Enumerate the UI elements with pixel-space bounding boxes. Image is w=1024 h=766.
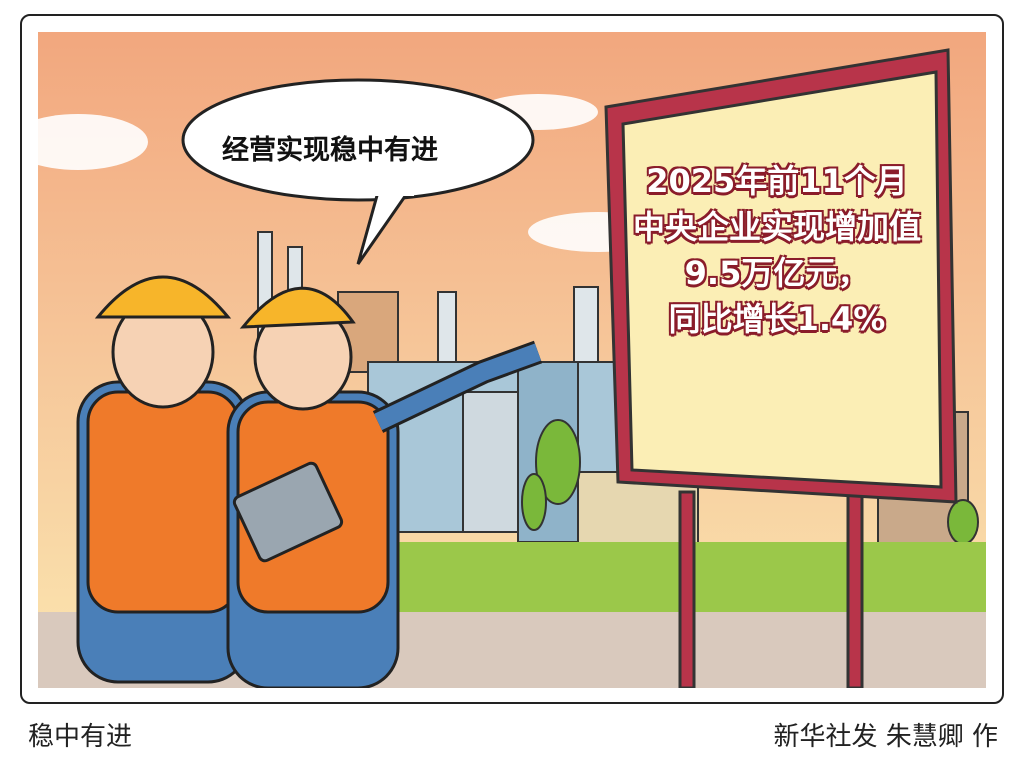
worker-right xyxy=(226,286,543,688)
billboard-line: 2025年前11个月 xyxy=(646,162,908,200)
billboard-line: 中央企业实现增加值 xyxy=(632,208,921,246)
speech-bubble xyxy=(181,78,535,265)
billboard-text: 2025年前11个月 中央企业实现增加值 9.5万亿元， 同比增长1.4% xyxy=(632,158,922,342)
grass xyxy=(368,542,986,622)
speech-bubble-text: 经营实现稳中有进 xyxy=(222,135,438,166)
caption-credit: 新华社发 朱慧卿 作 xyxy=(773,722,998,752)
billboard-line: 9.5万亿元， xyxy=(684,254,870,292)
billboard-line: 同比增长1.4% xyxy=(668,300,886,338)
worker-left xyxy=(76,275,250,684)
cartoon-scene xyxy=(38,32,986,688)
trees xyxy=(521,419,979,545)
caption-title: 稳中有进 xyxy=(28,722,133,752)
billboard xyxy=(604,48,958,688)
